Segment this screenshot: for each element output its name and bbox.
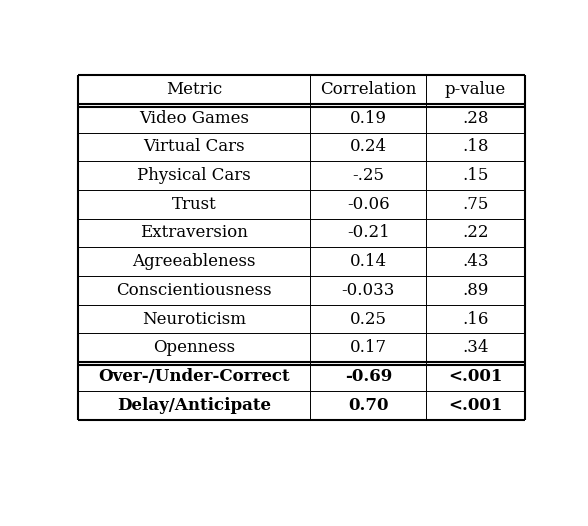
Text: .34: .34 bbox=[462, 339, 489, 356]
Text: Agreeableness: Agreeableness bbox=[132, 253, 256, 270]
Text: .16: .16 bbox=[462, 310, 489, 328]
Text: Delay/Anticipate: Delay/Anticipate bbox=[117, 397, 271, 413]
Text: 0.24: 0.24 bbox=[350, 138, 387, 155]
Text: 0.19: 0.19 bbox=[350, 110, 387, 127]
Text: .15: .15 bbox=[462, 167, 489, 184]
Text: -0.033: -0.033 bbox=[342, 282, 395, 299]
Text: -0.06: -0.06 bbox=[347, 196, 390, 213]
Text: .18: .18 bbox=[462, 138, 489, 155]
Text: p-value: p-value bbox=[445, 81, 506, 98]
Text: Virtual Cars: Virtual Cars bbox=[143, 138, 245, 155]
Text: .75: .75 bbox=[462, 196, 489, 213]
Text: .22: .22 bbox=[462, 225, 489, 241]
Text: .89: .89 bbox=[462, 282, 489, 299]
Text: Extraversion: Extraversion bbox=[140, 225, 248, 241]
Text: .43: .43 bbox=[462, 253, 489, 270]
Text: -0.21: -0.21 bbox=[347, 225, 390, 241]
Text: Conscientiousness: Conscientiousness bbox=[116, 282, 272, 299]
Text: 0.70: 0.70 bbox=[348, 397, 389, 413]
Text: Metric: Metric bbox=[166, 81, 222, 98]
Text: -.25: -.25 bbox=[352, 167, 385, 184]
Text: .28: .28 bbox=[462, 110, 489, 127]
Text: Neuroticism: Neuroticism bbox=[142, 310, 246, 328]
Text: 0.17: 0.17 bbox=[350, 339, 387, 356]
Text: Correlation: Correlation bbox=[320, 81, 416, 98]
Text: Video Games: Video Games bbox=[139, 110, 249, 127]
Text: 0.25: 0.25 bbox=[350, 310, 387, 328]
Text: Over-/Under-Correct: Over-/Under-Correct bbox=[98, 368, 290, 385]
Text: Trust: Trust bbox=[172, 196, 216, 213]
Text: Physical Cars: Physical Cars bbox=[137, 167, 251, 184]
Text: <.001: <.001 bbox=[448, 368, 503, 385]
Text: 0.14: 0.14 bbox=[350, 253, 387, 270]
Text: Openness: Openness bbox=[153, 339, 235, 356]
Text: <.001: <.001 bbox=[448, 397, 503, 413]
Text: -0.69: -0.69 bbox=[345, 368, 392, 385]
